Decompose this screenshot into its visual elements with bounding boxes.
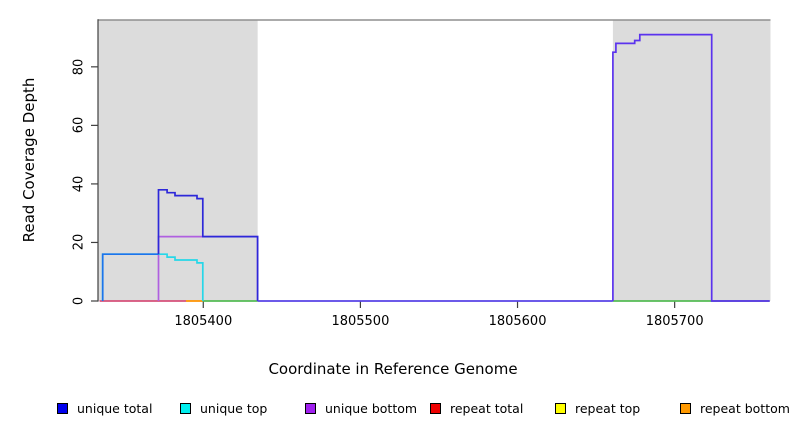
x-tick-label-1805600: 1805600 (488, 314, 547, 329)
series-unique-total-and-bottom-block (612, 33, 770, 302)
y-tick-label-80: 80 (71, 58, 87, 76)
legend-swatch-icon (180, 402, 191, 414)
legend-label: repeat total (450, 400, 524, 416)
y-tick-label-20: 20 (71, 234, 87, 251)
x-tick-label-1805400: 1805400 (174, 314, 233, 329)
legend-swatch-icon (430, 402, 441, 414)
legend-item-repeat-top: repeat top (555, 399, 640, 417)
legend-item-repeat-bottom: repeat bottom (680, 399, 790, 417)
legend-label: unique total (77, 400, 153, 416)
legend-label: repeat top (575, 400, 641, 416)
series-unique-total-over-unique-top (101, 253, 159, 301)
x-axis-title: Coordinate in Reference Genome (268, 360, 518, 378)
legend-swatch-icon (305, 402, 316, 414)
legend-item-unique-total: unique total (57, 399, 152, 417)
shaded-region-0 (98, 20, 258, 301)
shaded-region-1 (612, 20, 771, 301)
x-tick-label-1805700: 1805700 (645, 314, 704, 329)
legend-swatch-icon (57, 402, 68, 414)
y-axis-title: Read Coverage Depth (20, 77, 38, 243)
legend-label: unique bottom (325, 400, 418, 416)
y-tick-label-60: 60 (71, 117, 87, 134)
legend-item-unique-bottom: unique bottom (305, 399, 417, 417)
legend-label: unique top (200, 400, 268, 416)
series-unique-total (157, 188, 259, 301)
legend-label: repeat bottom (700, 400, 790, 416)
y-tick-label-40: 40 (71, 175, 87, 193)
x-tick-label-1805500: 1805500 (331, 314, 390, 329)
legend-item-unique-top: unique top (180, 399, 267, 417)
legend-swatch-icon (680, 402, 691, 414)
y-tick-label-0: 0 (71, 296, 87, 306)
legend-item-repeat-total: repeat total (430, 399, 523, 417)
legend-swatch-icon (555, 402, 566, 414)
